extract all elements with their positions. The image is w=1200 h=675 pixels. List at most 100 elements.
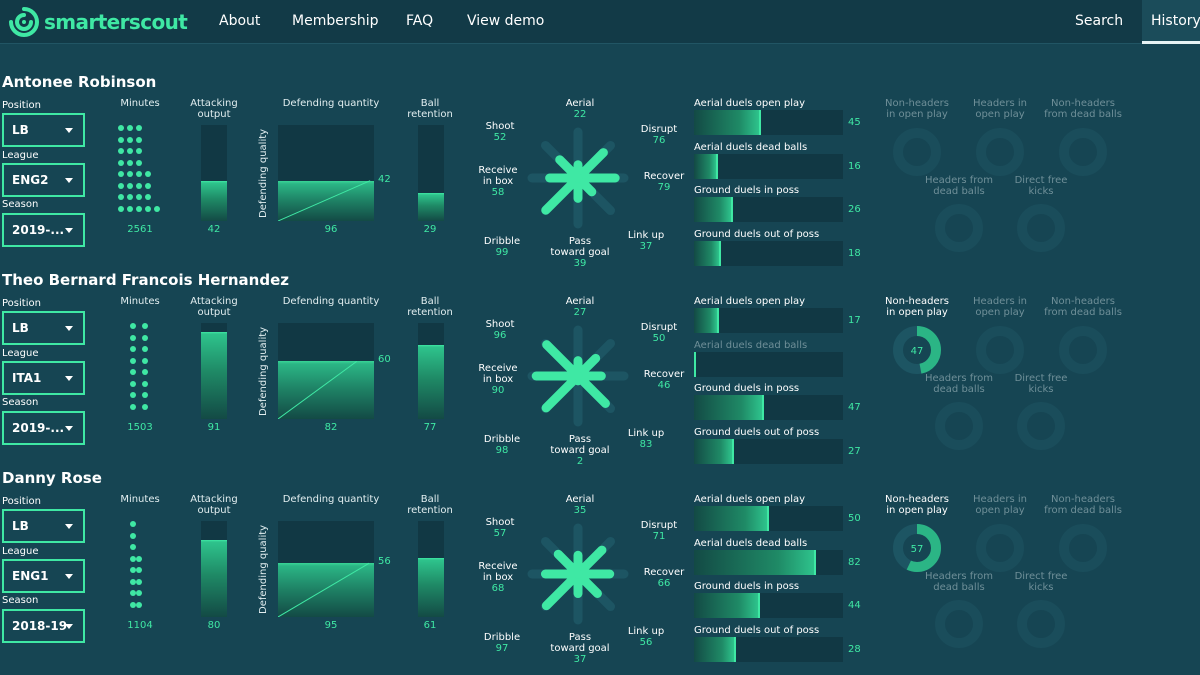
position-select[interactable]: LB xyxy=(2,113,85,147)
nav-search[interactable]: Search xyxy=(1075,13,1124,29)
ball-retention-label-line2: retention xyxy=(407,505,453,516)
season-value: 2019-... xyxy=(12,223,65,237)
minutes-dot xyxy=(127,159,133,166)
aerial-dead-label: Aerial duels dead balls xyxy=(694,538,808,549)
attacking-output-bar-fill xyxy=(201,331,227,419)
chevron-down-icon xyxy=(65,326,73,331)
h-dead-label-line1: Headers from xyxy=(924,175,994,186)
defending-quality-label: Defending quality xyxy=(258,524,269,614)
nh-dead-donut xyxy=(1059,326,1107,374)
position-label: Position xyxy=(2,298,41,309)
ground-in-bar-fill xyxy=(694,395,765,420)
link-up-value: 56 xyxy=(639,637,653,648)
disrupt-value: 76 xyxy=(652,135,666,146)
minutes-dot-chart xyxy=(118,323,162,419)
season-select[interactable]: 2019-... xyxy=(2,213,85,247)
defending-quantity-label: Defending quantity xyxy=(282,494,380,505)
position-select[interactable]: LB xyxy=(2,311,85,345)
minutes-dot xyxy=(127,148,133,154)
shoot-value: 57 xyxy=(493,528,507,539)
h-dead-donut xyxy=(935,600,983,648)
nav-membership[interactable]: Membership xyxy=(292,13,379,29)
minutes-dot xyxy=(130,590,136,596)
aerial-label: Aerial 22 xyxy=(566,98,595,120)
nh-open-value: 47 xyxy=(911,346,924,357)
minutes-dot xyxy=(127,136,133,143)
minutes-dot xyxy=(130,567,136,573)
nav-active-underline xyxy=(1142,41,1200,44)
ground-in-bar xyxy=(694,395,843,420)
receive-label: Receive in box 58 xyxy=(478,165,517,198)
minutes-dot xyxy=(142,334,148,341)
ground-out-bar xyxy=(694,637,843,662)
ball-retention-label: Ball retention xyxy=(407,98,453,120)
league-select[interactable]: ITA1 xyxy=(2,361,85,395)
attacking-output-label: Attacking output xyxy=(190,494,237,516)
recover-value: 66 xyxy=(657,578,671,589)
nav-faq[interactable]: FAQ xyxy=(406,13,434,29)
aerial-open-label: Aerial duels open play xyxy=(694,98,806,109)
minutes-dot xyxy=(118,136,124,143)
pass-label: Pass toward goal 2 xyxy=(550,434,609,467)
attacking-output-label-line1: Attacking xyxy=(190,98,238,109)
position-select[interactable]: LB xyxy=(2,509,85,543)
season-select[interactable]: 2019-... xyxy=(2,411,85,445)
minutes-dot xyxy=(136,159,142,166)
h-dead-label-line2: dead balls xyxy=(933,186,985,197)
season-select[interactable]: 2018-19 xyxy=(2,609,85,643)
minutes-label: Minutes xyxy=(120,296,160,307)
radar-spoke-dribble xyxy=(541,371,583,413)
defending-quantity-label: Defending quantity xyxy=(282,98,380,109)
nh-open-label: Non-headers in open play xyxy=(885,494,949,516)
defending-quantity-line xyxy=(278,562,370,617)
chevron-down-icon xyxy=(65,426,73,431)
shoot-value: 96 xyxy=(493,330,507,341)
aerial-open-bar xyxy=(694,506,843,531)
disrupt-label: Disrupt 71 xyxy=(641,520,677,542)
ball-retention-label-line1: Ball xyxy=(420,494,440,505)
disrupt-label: Disrupt 50 xyxy=(641,322,677,344)
receive-label-line2: in box xyxy=(482,176,514,187)
recover-value: 46 xyxy=(657,380,671,391)
dribble-label: Dribble 99 xyxy=(484,236,520,258)
nav-about[interactable]: About xyxy=(219,13,261,29)
link-up-label: Link up 56 xyxy=(628,626,664,648)
donut-track xyxy=(935,204,983,252)
nav-history[interactable]: History xyxy=(1151,13,1200,29)
minutes-dot xyxy=(136,148,142,154)
h-dead-donut xyxy=(935,204,983,252)
dfk-label-line2: kicks xyxy=(1028,582,1054,593)
dribble-label-text: Dribble xyxy=(483,632,521,643)
shoot-label: Shoot 57 xyxy=(486,517,515,539)
dfk-label-line1: Direct free xyxy=(1014,373,1068,384)
h-open-donut xyxy=(976,524,1024,572)
disrupt-label-text: Disrupt xyxy=(640,322,678,333)
nav-view-demo[interactable]: View demo xyxy=(467,13,545,29)
dribble-value: 98 xyxy=(495,445,509,456)
defending-quantity-value: 96 xyxy=(324,224,338,235)
ball-retention-label: Ball retention xyxy=(407,494,453,516)
minutes-dot-chart xyxy=(118,521,162,617)
link-up-label-text: Link up xyxy=(627,230,665,241)
ground-in-bar-fill xyxy=(694,197,733,222)
aerial-open-bar-fill xyxy=(694,506,769,531)
player-row: Danny Rose Position LB League ENG1 Season 2018… xyxy=(0,469,1200,667)
position-label: Position xyxy=(2,100,41,111)
ground-out-bar xyxy=(694,241,843,266)
ball-retention-bar xyxy=(418,125,444,221)
minutes-dot xyxy=(136,567,142,573)
h-open-donut xyxy=(976,326,1024,374)
h-open-label: Headers in open play xyxy=(973,296,1027,318)
defending-quality-chart xyxy=(278,125,374,221)
aerial-dead-bar xyxy=(694,352,843,377)
league-select[interactable]: ENG2 xyxy=(2,163,85,197)
nh-dead-label: Non-headers from dead balls xyxy=(1044,296,1122,318)
shoot-label: Shoot 96 xyxy=(486,319,515,341)
league-select[interactable]: ENG1 xyxy=(2,559,85,593)
nav-active-bg xyxy=(1142,0,1200,44)
donut-track xyxy=(976,524,1024,572)
disrupt-value: 71 xyxy=(652,531,666,542)
brand-logo[interactable]: smarterscout xyxy=(6,5,188,39)
receive-label-line1: Receive xyxy=(478,363,518,374)
dfk-label-line1: Direct free xyxy=(1014,175,1068,186)
